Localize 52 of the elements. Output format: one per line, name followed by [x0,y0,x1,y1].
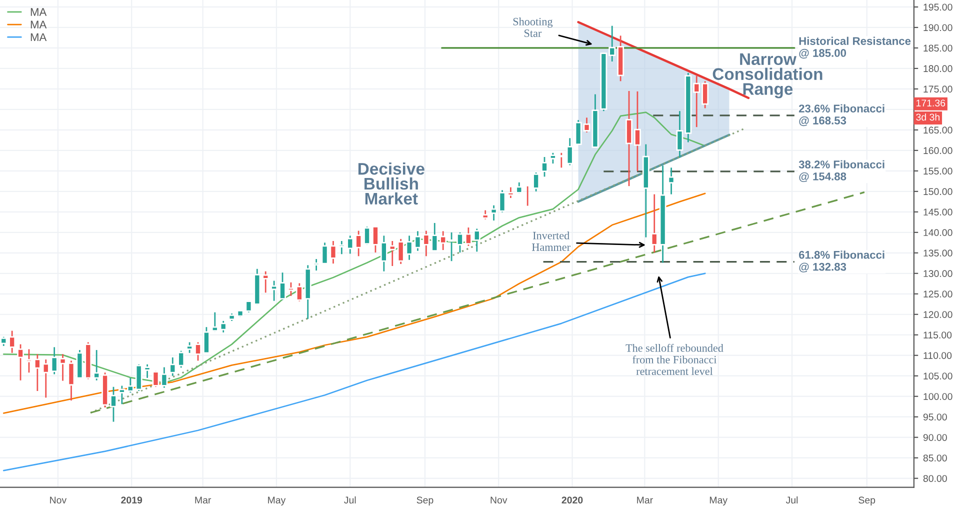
annotation: Decisive Bullish Market [358,162,424,205]
y-tick-label: 140.00 [924,229,952,236]
y-tick-label: 100.00 [924,393,952,400]
y-tick-label: 190.00 [924,24,952,32]
series-label: 23.6% Fibonacci @ 168.53 [798,104,884,126]
x-tick-label: Sep [858,496,876,506]
y-tick-label: 135.00 [924,250,952,257]
y-tick-label: 165.00 [924,126,952,134]
x-tick-label: 2020 [562,496,583,504]
x-tick-label: Nov [490,496,508,504]
candlestick [668,166,675,195]
x-tick-label: May [268,496,286,506]
x-tick-label: Nov [50,496,67,504]
candlestick [17,344,24,382]
annotation: Shooting Star [513,18,553,38]
annotation: Inverted Hammer [532,231,570,251]
y-tick-label: 180.00 [924,65,952,72]
series-label: 61.8% Fibonacci @ 132.83 [798,250,884,272]
legend-label: MA [30,20,47,28]
y-tick-label: 115.00 [924,332,952,338]
candlestick [541,156,548,178]
x-tick-label: Jul [786,496,798,504]
y-tick-label: 160.00 [924,147,952,154]
y-tick-label: 175.00 [924,86,952,93]
y-tick-label: 130.00 [924,270,952,278]
y-tick-label: 110.00 [924,352,952,359]
x-tick-label: 2019 [121,496,142,504]
y-tick-label: 95.00 [923,414,947,420]
y-tick-label: 120.00 [924,311,952,318]
x-tick-label: Sep [416,496,434,506]
y-tick-label: 85.00 [923,454,947,462]
x-tick-label: May [710,496,728,506]
y-tick-label: 155.00 [924,168,952,175]
y-tick-label: 90.00 [923,434,947,441]
candlestick [482,210,489,220]
y-tick-label: 80.00 [923,475,947,482]
annotation: 171.36 [916,100,946,106]
y-tick-label: 150.00 [924,188,952,196]
x-tick-label: Jul [344,496,356,504]
series-label: 38.2% Fibonacci @ 154.88 [798,160,884,182]
annotation: The selloff rebounded from the Fibonacci retracement level [626,344,724,376]
y-tick-label: 125.00 [924,290,952,298]
y-tick-label: 105.00 [924,372,952,380]
text: 3d 3h [916,113,940,121]
y-tick-label: 145.00 [924,208,952,216]
series-label: Historical Resistance @ 185.00 [799,36,911,59]
y-tick-label: 185.00 [924,44,952,52]
x-tick-label: Mar [637,496,653,504]
legend-label: MA [30,8,47,16]
y-tick-label: 195.00 [924,4,952,11]
legend-label: MA [30,33,47,41]
x-tick-label: Mar [195,496,212,504]
